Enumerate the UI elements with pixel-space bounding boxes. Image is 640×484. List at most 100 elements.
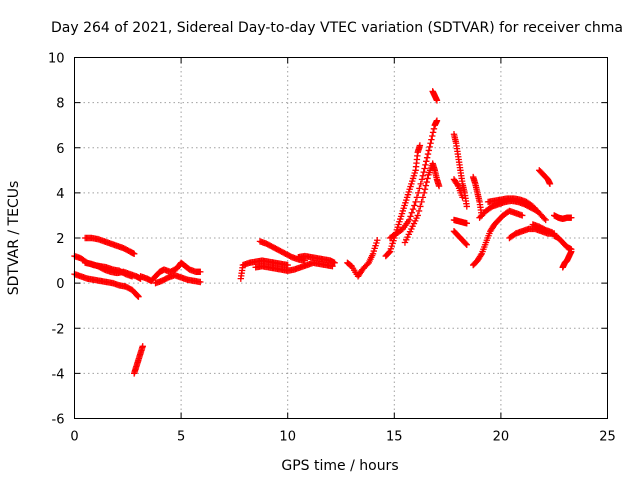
series-arc-y xyxy=(506,225,558,242)
x-tick-label: 25 xyxy=(599,430,616,445)
plot-frame xyxy=(74,57,608,419)
data-point xyxy=(463,220,470,227)
series-arc-n xyxy=(386,117,441,242)
x-tick-label: 10 xyxy=(279,430,296,445)
y-tick-label: 6 xyxy=(56,142,64,157)
data-point xyxy=(433,97,441,104)
data-point xyxy=(429,132,436,140)
data-point xyxy=(284,261,291,269)
x-tick-label: 20 xyxy=(493,430,510,445)
x-tick-label: 5 xyxy=(177,430,185,445)
y-tick-label: -4 xyxy=(52,367,65,382)
chart-title: Day 264 of 2021, Sidereal Day-to-day VTE… xyxy=(51,20,623,36)
data-point xyxy=(135,293,142,300)
data-point xyxy=(418,176,426,183)
series-arc-v xyxy=(469,207,526,269)
data-point xyxy=(428,136,435,143)
data-point xyxy=(406,216,413,224)
data-point xyxy=(416,185,423,192)
data-point xyxy=(541,215,548,222)
data-point xyxy=(418,198,425,206)
grid-lines xyxy=(74,57,608,419)
data-point xyxy=(422,182,430,189)
data-point xyxy=(459,194,466,201)
series-arc-l xyxy=(344,237,381,280)
data-point xyxy=(425,147,433,154)
y-tick-label: 4 xyxy=(56,187,64,202)
data-point xyxy=(139,343,146,350)
data-point xyxy=(546,180,554,188)
data-point xyxy=(409,205,417,213)
data-point xyxy=(430,125,438,132)
series-arc-f xyxy=(137,259,204,285)
data-point xyxy=(424,150,432,158)
series-arc-x xyxy=(484,195,549,224)
series-arc-ac xyxy=(559,248,575,271)
y-tick-label: -6 xyxy=(52,413,65,428)
data-point xyxy=(417,203,424,210)
data-point xyxy=(429,129,437,136)
series-arc-r xyxy=(450,176,466,201)
y-axis-label: SDTVAR / TECUs xyxy=(6,181,22,296)
data-point xyxy=(423,158,430,165)
data-point xyxy=(419,172,427,179)
series-arc-s xyxy=(450,216,470,227)
series-arc-t xyxy=(450,228,470,248)
data-point xyxy=(462,240,470,248)
data-marks xyxy=(71,88,575,377)
y-tick-label: 8 xyxy=(56,97,64,112)
data-point xyxy=(130,250,138,257)
data-point xyxy=(568,214,575,221)
data-point xyxy=(419,194,427,201)
data-point xyxy=(414,189,422,197)
x-axis-ticks: 0 5 10 15 20 25 xyxy=(70,57,616,445)
data-point xyxy=(407,213,414,220)
series-arc-c xyxy=(81,234,138,257)
y-tick-label: 0 xyxy=(56,277,64,292)
x-axis-label: GPS time / hours xyxy=(281,458,398,474)
data-point xyxy=(411,202,418,209)
data-point xyxy=(477,251,485,259)
series-arc-k xyxy=(295,252,338,267)
series-arc-e xyxy=(130,343,146,377)
data-point xyxy=(417,180,424,188)
data-point xyxy=(454,181,461,188)
series-arc-h xyxy=(237,257,291,282)
series-arc-g xyxy=(152,272,204,287)
series-arc-o xyxy=(429,88,441,104)
x-tick-label: 15 xyxy=(386,430,403,445)
data-point xyxy=(416,142,424,149)
data-point xyxy=(422,161,429,169)
data-point xyxy=(463,241,470,248)
data-point xyxy=(420,168,427,176)
data-point xyxy=(421,186,429,193)
data-point xyxy=(374,237,381,244)
series-arc-z xyxy=(536,167,554,188)
data-point xyxy=(412,198,419,206)
data-point xyxy=(423,178,430,186)
data-point xyxy=(197,278,204,286)
data-point xyxy=(548,229,556,236)
data-point xyxy=(519,212,526,219)
y-tick-label: 2 xyxy=(56,232,64,247)
data-point xyxy=(331,259,338,267)
data-point xyxy=(424,175,431,182)
series-arc-p xyxy=(401,160,443,246)
data-point xyxy=(414,212,421,219)
data-point xyxy=(568,248,575,255)
y-tick-label: -2 xyxy=(52,322,65,337)
data-point xyxy=(542,216,549,224)
data-point xyxy=(408,209,415,216)
x-tick-label: 0 xyxy=(70,430,78,445)
data-point xyxy=(423,154,431,161)
data-point xyxy=(413,194,421,201)
series-arc-ad xyxy=(529,221,556,236)
series-arc-b xyxy=(71,270,142,300)
data-point xyxy=(385,249,393,256)
data-point xyxy=(426,143,433,151)
series-arc-ab xyxy=(551,232,575,253)
data-point xyxy=(415,207,423,215)
data-point xyxy=(421,165,428,172)
data-point xyxy=(463,203,470,210)
